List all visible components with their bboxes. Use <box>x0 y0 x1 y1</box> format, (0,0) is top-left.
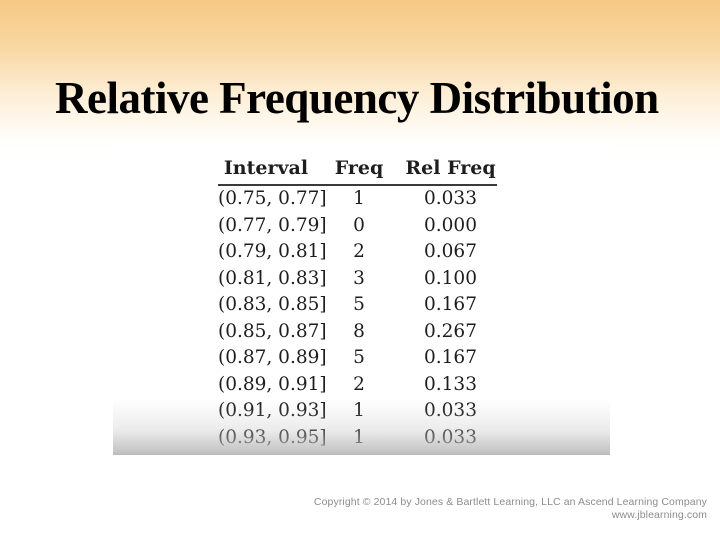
table-cell-freq: 1 <box>353 188 365 209</box>
table-cell-rel-freq: 0.167 <box>424 347 477 368</box>
table-cell-freq: 5 <box>353 294 365 315</box>
table-cell-freq: 3 <box>353 267 365 289</box>
copyright-footer: Copyright © 2014 by Jones & Bartlett Lea… <box>314 496 707 522</box>
table-row: (0.77, 0.79] 0 0.000 <box>218 213 497 240</box>
table-cell-rel-freq: 0.133 <box>424 373 477 395</box>
table-cell-rel-freq: 0.000 <box>424 214 477 236</box>
table-row: (0.89, 0.91] 2 0.133 <box>218 372 497 399</box>
table-cell-interval: (0.81, 0.83] <box>218 267 327 289</box>
table-cell-freq: 1 <box>353 426 365 448</box>
table-cell-interval: (0.87, 0.89] <box>218 347 327 368</box>
table-cell-rel-freq: 0.033 <box>424 188 477 209</box>
table-body: (0.75, 0.77] 1 0.033 (0.77, 0.79] 0 0.000 (0.7… <box>218 185 497 451</box>
table-cell-interval: (0.93, 0.95] <box>218 426 327 448</box>
table-cell-interval: (0.79, 0.81] <box>218 241 327 262</box>
table-cell-rel-freq: 0.267 <box>424 320 477 342</box>
column-header-interval: Interval <box>218 153 314 186</box>
table-row: (0.81, 0.83] 3 0.100 <box>218 266 497 293</box>
table-row: (0.87, 0.89] 5 0.167 <box>218 345 497 372</box>
column-header-rel-freq: Rel Freq <box>404 153 497 186</box>
page-title: Relative Frequency Distribution <box>55 73 659 124</box>
table-row: (0.93, 0.95] 1 0.033 <box>218 425 497 452</box>
column-header-freq: Freq <box>314 153 404 186</box>
table-cell-rel-freq: 0.100 <box>424 267 477 289</box>
table-cell-freq: 2 <box>353 241 365 262</box>
table-row: (0.85, 0.87] 8 0.267 <box>218 319 497 346</box>
table-row: (0.83, 0.85] 5 0.167 <box>218 292 497 319</box>
table-cell-freq: 0 <box>353 214 365 236</box>
table-cell-freq: 5 <box>353 347 365 368</box>
table-cell-interval: (0.75, 0.77] <box>218 188 327 209</box>
table-cell-freq: 2 <box>353 373 365 395</box>
table-image-panel: Interval Freq Rel Freq (0.75, 0.77] 1 0.03… <box>113 140 610 455</box>
table-cell-rel-freq: 0.033 <box>424 400 477 421</box>
table-row: (0.91, 0.93] 1 0.033 <box>218 398 497 425</box>
table-cell-interval: (0.85, 0.87] <box>218 320 327 342</box>
table-cell-freq: 8 <box>353 320 365 342</box>
table-row: (0.79, 0.81] 2 0.067 <box>218 239 497 266</box>
table-cell-interval: (0.89, 0.91] <box>218 373 327 395</box>
copyright-line: Copyright © 2014 by Jones & Bartlett Lea… <box>313 496 707 508</box>
table-header-row: Interval Freq Rel Freq <box>218 153 497 186</box>
table-cell-interval: (0.77, 0.79] <box>218 214 327 236</box>
table-cell-rel-freq: 0.033 <box>424 426 477 448</box>
table-cell-interval: (0.83, 0.85] <box>218 294 327 315</box>
table-cell-freq: 1 <box>353 400 365 421</box>
table-row: (0.75, 0.77] 1 0.033 <box>218 185 497 213</box>
table-cell-rel-freq: 0.167 <box>424 294 477 315</box>
table-cell-interval: (0.91, 0.93] <box>218 400 327 421</box>
table-cell-rel-freq: 0.067 <box>424 241 477 262</box>
copyright-url: www.jblearning.com <box>611 509 707 521</box>
frequency-table: Interval Freq Rel Freq (0.75, 0.77] 1 0.03… <box>218 153 497 451</box>
